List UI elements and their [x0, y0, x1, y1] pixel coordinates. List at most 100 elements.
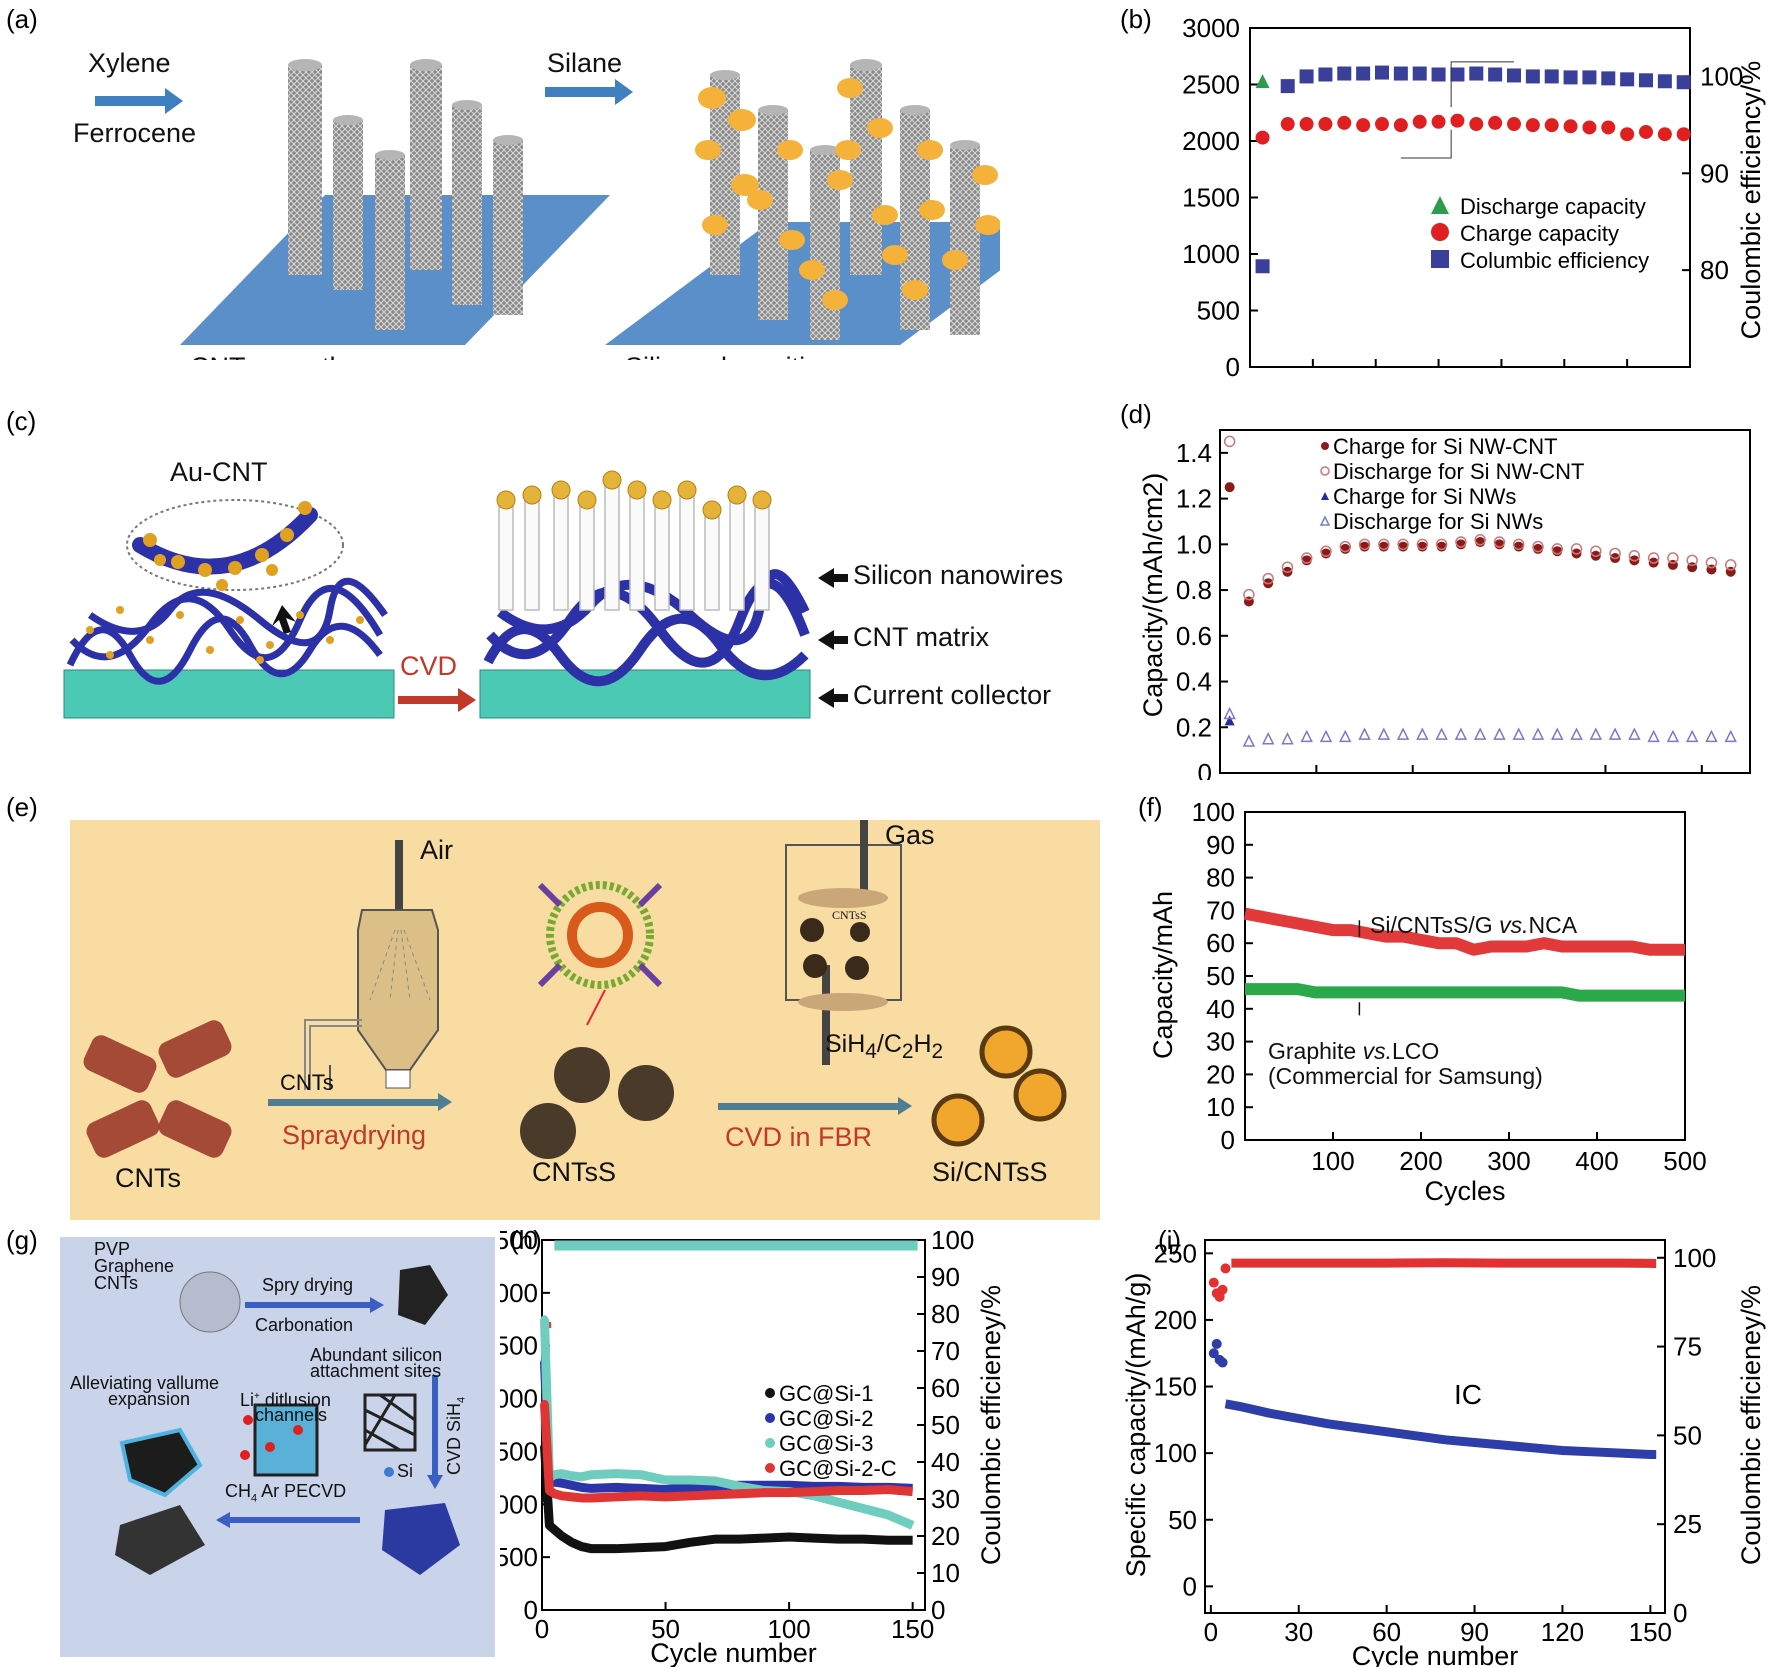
data-point — [1473, 727, 1487, 740]
series-line — [1245, 983, 1685, 1002]
y2-tick-label: 70 — [931, 1336, 960, 1366]
capacity-line — [1224, 1399, 1657, 1459]
data-point — [1639, 73, 1653, 88]
data-point — [1280, 117, 1295, 132]
data-point — [1339, 540, 1352, 553]
y-tick-label: 70 — [1206, 895, 1235, 925]
data-point — [1455, 539, 1466, 550]
data-point — [1493, 536, 1506, 548]
data-point — [1318, 117, 1333, 132]
y-tick-label: 40 — [1206, 994, 1235, 1024]
y-tick-label: 3000 — [500, 1278, 538, 1308]
cvd-sub: 4 — [455, 1396, 468, 1403]
panel-e: (e) — [0, 790, 1110, 1220]
legend-entry: GC@Si-1 — [779, 1381, 873, 1406]
carbonation-label: Carbonation — [255, 1315, 354, 1335]
panel-label: (b) — [1120, 4, 1152, 34]
data-point — [1300, 729, 1313, 743]
legend-entry: GC@Si-2 — [779, 1406, 873, 1431]
legend-entry: GC@Si-2-C — [779, 1456, 897, 1481]
data-point — [1416, 727, 1429, 740]
data-point — [1705, 729, 1718, 743]
data-point — [1262, 572, 1274, 585]
y2-tick-label: 0 — [1673, 1598, 1687, 1628]
x-tick-label: 0 — [535, 1614, 549, 1644]
air-label: Air — [420, 835, 453, 865]
cnt-tubes-left — [288, 59, 523, 330]
y-tick-label: 0.6 — [1176, 621, 1212, 651]
y-tick-label: 50 — [1206, 961, 1235, 991]
cntss-label: CNTsS — [532, 1157, 617, 1187]
data-point — [1544, 69, 1559, 84]
y-tick-label: 20 — [1206, 1059, 1235, 1089]
process-arrow-2 — [545, 79, 633, 105]
data-point — [1281, 732, 1294, 745]
x-tick-label: 400 — [1575, 1146, 1618, 1176]
data-point — [1359, 541, 1370, 552]
y-tick-label: 0.4 — [1176, 667, 1212, 697]
data-point — [1261, 732, 1275, 745]
data-point — [1544, 118, 1559, 133]
process-arrow-1 — [95, 88, 183, 114]
data-point — [1551, 727, 1564, 740]
y2-tick-label: 100 — [1673, 1243, 1716, 1273]
y2-tick-label: 90 — [931, 1262, 960, 1292]
data-point — [1590, 545, 1602, 557]
y-tick-label: 2500 — [500, 1331, 538, 1361]
panel-label: (i) — [1158, 1225, 1182, 1255]
data-point — [1552, 546, 1563, 557]
y-tick-label: 1.2 — [1176, 484, 1212, 514]
data-point — [1582, 70, 1597, 85]
data-point — [1208, 1277, 1219, 1288]
data-point — [1609, 547, 1621, 560]
x-tick-label: 150 — [1629, 1617, 1672, 1647]
data-point — [1647, 552, 1660, 564]
data-point — [1676, 127, 1691, 142]
data-point — [1563, 70, 1578, 85]
flake-1 — [398, 1265, 448, 1325]
y2-tick-label: 80 — [931, 1299, 960, 1329]
data-point — [1378, 541, 1389, 552]
y-tick-label: 0.2 — [1176, 712, 1212, 742]
pecvd-label: CH4 Ar PECVD — [225, 1481, 346, 1505]
y-tick-label: 10 — [1206, 1092, 1235, 1122]
y-tick-label: 0 — [1221, 1125, 1235, 1155]
legend-entry: GC@Si-3 — [779, 1431, 873, 1456]
data-point — [1628, 727, 1641, 740]
data-point — [1532, 540, 1544, 553]
data-point — [1217, 1284, 1228, 1295]
data-point — [1469, 117, 1484, 132]
au-cnt-label: Au-CNT — [170, 457, 268, 487]
data-point — [1299, 69, 1314, 84]
data-point — [1397, 538, 1409, 551]
legend-graphene: Graphene — [94, 1256, 175, 1276]
data-point — [1628, 550, 1641, 562]
right-axis-arrow — [1450, 61, 1514, 108]
annotation-end: LCO — [1392, 1038, 1440, 1064]
data-point — [1639, 124, 1653, 139]
silicon-particles — [695, 78, 1000, 310]
data-point — [1211, 1338, 1222, 1349]
li-text: Li — [240, 1390, 255, 1410]
y-tick-label: 30 — [1206, 1027, 1235, 1057]
y2-tick-label: 50 — [931, 1410, 960, 1440]
data-point — [1488, 67, 1503, 82]
x-tick-label: 120 — [1541, 1617, 1584, 1647]
data-point — [765, 1438, 775, 1448]
y2-tick-label: 90 — [1700, 158, 1729, 188]
y2-tick-label: 30 — [931, 1484, 960, 1514]
x-tick-label: 150 — [891, 1614, 934, 1644]
y2-axis-label: Coulombic efficieney/% — [976, 1285, 1006, 1565]
li-sup: + — [254, 1391, 260, 1402]
data-point — [1255, 130, 1270, 145]
data-point — [1620, 127, 1635, 142]
x-tick-label: 60 — [1372, 1617, 1401, 1647]
panel-c: (c) — [0, 400, 1100, 760]
x-tick-label: 50 — [651, 1614, 680, 1644]
data-point — [1412, 114, 1427, 129]
gas-label: Gas — [885, 820, 935, 850]
panel-h: (h) 050010001500200025003000350001020304… — [500, 1225, 1110, 1667]
pecvd-sub: 4 — [251, 1492, 258, 1505]
y-tick-label: 250 — [1154, 1238, 1197, 1268]
data-point — [1450, 113, 1465, 128]
